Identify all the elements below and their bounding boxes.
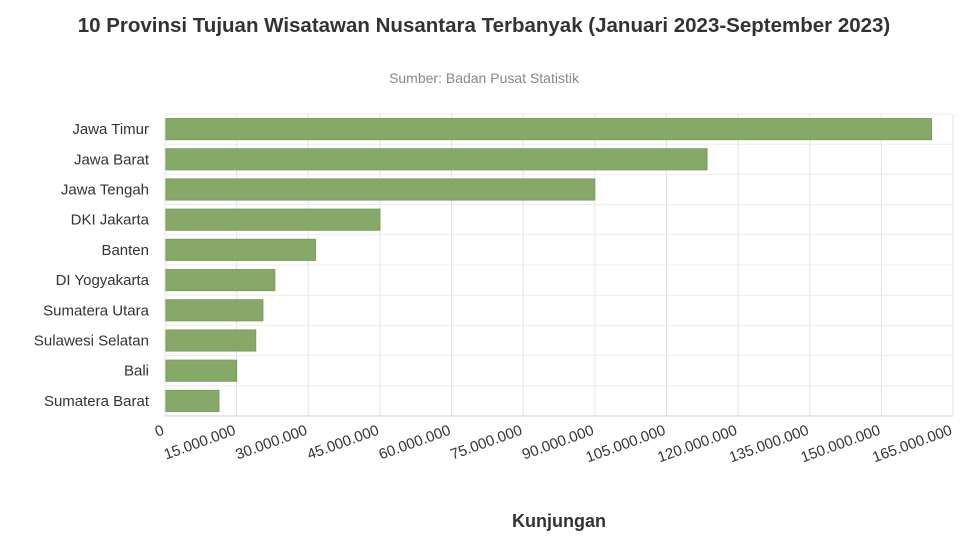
x-tick-label: 165.000.000: [870, 422, 954, 467]
x-tick-label: 75.000.000: [448, 422, 524, 464]
category-label: Sumatera Utara: [43, 302, 150, 319]
bar: [165, 148, 708, 171]
bar: [165, 329, 257, 352]
bar: [165, 389, 220, 412]
x-tick-labels: 015.000.00030.000.00045.000.00060.000.00…: [153, 422, 955, 467]
x-axis-title: Kunjungan: [512, 511, 606, 531]
bar: [165, 118, 933, 141]
x-tick-label: 120.000.000: [655, 422, 739, 467]
x-tick-label: 0: [153, 422, 167, 441]
chart-subtitle: Sumber: Badan Pusat Statistik: [389, 70, 579, 86]
category-label: Sumatera Barat: [44, 393, 150, 410]
category-label: Jawa Tengah: [61, 182, 149, 199]
x-tick-label: 15.000.000: [162, 422, 238, 464]
bar: [165, 359, 238, 382]
bar: [165, 238, 316, 261]
bar: [165, 269, 276, 292]
x-tick-label: 105.000.000: [584, 422, 668, 467]
category-labels: Jawa Timur Jawa Barat Jawa Tengah DKI Jakar…: [34, 121, 150, 410]
x-tick-label: 60.000.000: [377, 422, 453, 464]
category-label: DKI Jakarta: [71, 212, 150, 229]
category-label: Jawa Barat: [74, 151, 150, 168]
category-label: Banten: [101, 242, 149, 259]
x-tick-label: 90.000.000: [520, 422, 596, 464]
x-tick-label: 135.000.000: [727, 422, 811, 467]
category-label: Bali: [124, 363, 149, 380]
x-tick-label: 30.000.000: [233, 422, 309, 464]
category-label: Jawa Timur: [72, 121, 149, 138]
bars: [165, 118, 933, 412]
category-label: Sulawesi Selatan: [34, 333, 149, 350]
chart-title: 10 Provinsi Tujuan Wisatawan Nusantara T…: [77, 14, 891, 37]
bar: [165, 208, 381, 231]
x-tick-label: 45.000.000: [305, 422, 381, 464]
bar: [165, 178, 596, 201]
bar: [165, 299, 264, 322]
category-label: DI Yogyakarta: [56, 272, 150, 289]
x-tick-label: 150.000.000: [799, 422, 883, 467]
